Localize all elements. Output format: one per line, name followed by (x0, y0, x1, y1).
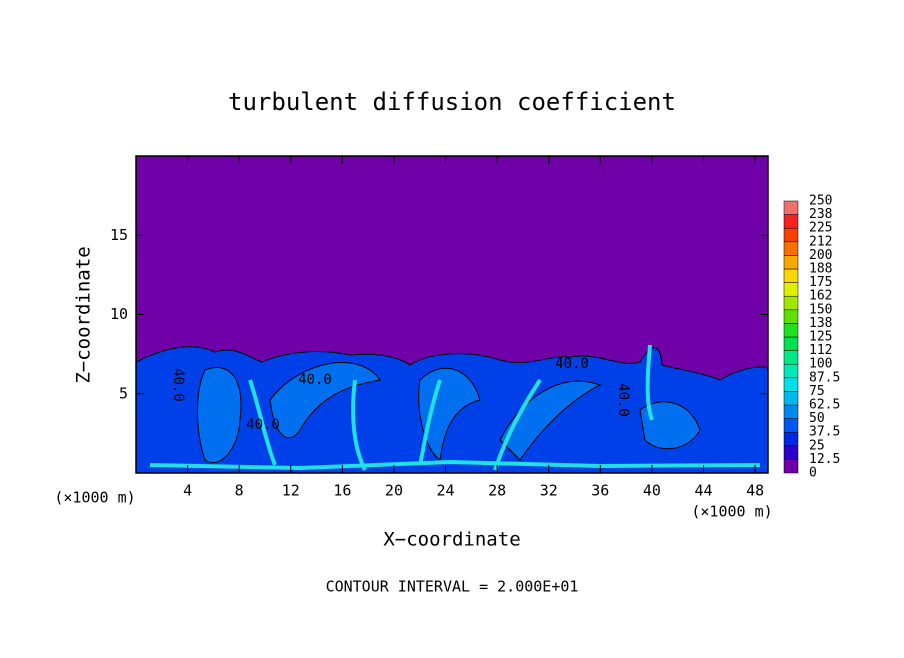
contour-label: 40.0 (555, 356, 589, 372)
y-axis-label: Z−coordinate (73, 246, 95, 383)
colorbar-label: 225 (809, 221, 832, 236)
colorbar-label: 200 (809, 248, 832, 263)
y-tick-label: 15 (110, 226, 128, 244)
colorbar-label: 62.5 (809, 398, 840, 413)
colorbar-label: 162 (809, 289, 832, 304)
colorbar-label: 250 (809, 194, 832, 209)
x-tick-label: 20 (385, 482, 403, 500)
colorbar-label: 212 (809, 234, 832, 249)
plot-area (135, 155, 769, 474)
colorbar-swatch (783, 363, 799, 379)
colorbar-swatch (783, 391, 799, 406)
colorbar-swatch (783, 323, 799, 338)
colorbar-label: 112 (809, 343, 832, 358)
colorbar-swatch (783, 227, 799, 243)
colorbar-label: 175 (809, 275, 832, 290)
colorbar-label: 12.5 (809, 452, 840, 467)
colorbar-label: 150 (809, 302, 832, 317)
contour-label: 40.0 (246, 417, 280, 433)
field-blobs (197, 362, 701, 463)
colorbar-label: 125 (809, 330, 832, 345)
colorbar-label: 75 (809, 384, 825, 399)
colorbar-swatch (783, 255, 799, 270)
colorbar-swatch (783, 431, 799, 447)
colorbar-swatch (783, 309, 799, 324)
x-tick-label: 12 (282, 482, 300, 500)
contour-label: 40.0 (298, 372, 332, 388)
x-tick-label: 36 (591, 482, 609, 500)
colorbar-swatch (783, 404, 799, 419)
x-tick-label: 16 (333, 482, 351, 500)
x-tick-label: 4 (183, 482, 192, 500)
colorbar-swatch (783, 282, 799, 297)
footnote: CONTOUR INTERVAL = 2.000E+01 (326, 578, 579, 596)
colorbar-label: 188 (809, 262, 832, 277)
colorbar-swatch (783, 377, 799, 392)
field-streaks (149, 344, 761, 471)
x-tick-label: 40 (643, 482, 661, 500)
x-tick-label: 32 (540, 482, 558, 500)
y-tick-label: 5 (119, 384, 128, 402)
colorbar-label: 100 (809, 357, 832, 372)
chart-title: turbulent diffusion coefficient (228, 88, 676, 116)
colorbar-label: 37.5 (809, 425, 840, 440)
colorbar-label: 87.5 (809, 370, 840, 385)
contour-label: 40.0 (170, 368, 186, 402)
colorbar-swatch (783, 459, 799, 474)
colorbar-swatch (783, 418, 799, 433)
colorbar-label: 138 (809, 316, 832, 331)
colorbar-swatch (783, 200, 799, 215)
x-tick-label: 44 (694, 482, 712, 500)
colorbar-swatch (783, 350, 799, 365)
colorbar-label: 0 (809, 466, 817, 481)
contour-label: 40.0 (615, 383, 631, 417)
colorbar-swatch (783, 241, 799, 256)
x-tick-label: 48 (746, 482, 764, 500)
colorbar-label: 238 (809, 207, 832, 222)
colorbar-swatch (783, 295, 799, 311)
y-tick-label: 10 (110, 305, 128, 323)
x-unit-right: (×1000 m) (691, 503, 772, 521)
colorbar-label: 50 (809, 411, 825, 426)
x-tick-label: 28 (488, 482, 506, 500)
x-tick-label: 24 (437, 482, 455, 500)
x-axis-label: X−coordinate (383, 529, 520, 551)
colorbar-swatch (783, 214, 799, 229)
colorbar-swatch (783, 336, 799, 351)
x-tick-label: 8 (235, 482, 244, 500)
colorbar-swatch (783, 268, 799, 283)
x-unit-left: (×1000 m) (54, 489, 135, 507)
colorbar-swatch (783, 445, 799, 460)
colorbar-label: 25 (809, 438, 825, 453)
